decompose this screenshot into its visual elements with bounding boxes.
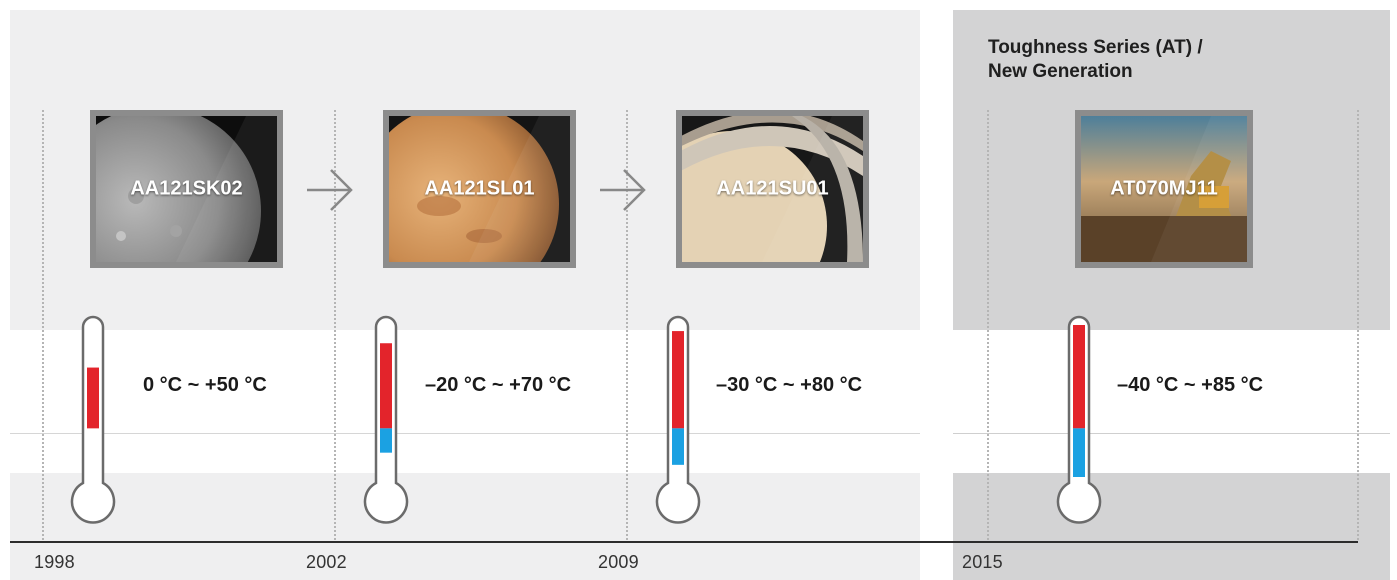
arrow-right-icon (307, 169, 353, 211)
mars-planet-image (389, 116, 570, 262)
temperature-band (10, 330, 1390, 473)
thermometer-cold-fill (380, 428, 392, 453)
temperature-range-label: –30 °C ~ +80 °C (716, 374, 863, 396)
thermometer-icon (655, 315, 701, 524)
year-guide-line (334, 110, 336, 540)
year-label: 2015 (962, 552, 1003, 572)
thermometer-hot-fill (1073, 325, 1085, 429)
legacy-series-panel (10, 10, 920, 580)
excavator-image (1081, 116, 1247, 262)
year-label: 2009 (598, 552, 639, 572)
mercury-planet-image (96, 116, 277, 262)
year-guide-line (1357, 110, 1359, 540)
year-label: 2002 (306, 552, 347, 572)
year-label: 1998 (34, 552, 75, 572)
year-guide-line (987, 110, 989, 540)
arrow-right-icon (600, 169, 646, 211)
series-title: Toughness Series (AT) / New Generation (988, 36, 1318, 84)
thermometer-icon (363, 315, 409, 524)
temperature-range-label: –40 °C ~ +85 °C (1117, 374, 1264, 396)
thermometer-icon (70, 315, 116, 524)
product-photo-saturn: AA121SU01 (676, 110, 869, 268)
product-code: AA121SU01 (716, 177, 829, 200)
thermometer-hot-fill (87, 367, 99, 429)
temperature-range-label: 0 °C ~ +50 °C (143, 374, 267, 396)
product-code: AT070MJ11 (1110, 177, 1218, 200)
year-guide-line (42, 110, 44, 540)
thermometer-cold-fill (672, 428, 684, 465)
year-guide-line (626, 110, 628, 540)
thermometer-hot-fill (380, 343, 392, 429)
product-photo-excavator: AT070MJ11 (1075, 110, 1253, 268)
toughness-series-panel (953, 10, 1390, 580)
band-divider (953, 433, 1390, 434)
temperature-range-label: –20 °C ~ +70 °C (425, 374, 572, 396)
band-divider (10, 433, 920, 434)
thermometer-icon (1056, 315, 1102, 524)
series-title-line: New Generation (988, 61, 1133, 82)
series-title-line: Toughness Series (AT) / (988, 37, 1203, 58)
saturn-planet-image (682, 116, 863, 262)
thermometer-cold-fill (1073, 428, 1085, 477)
product-code: AA121SL01 (424, 177, 535, 200)
thermometer-hot-fill (672, 331, 684, 429)
product-photo-mercury: AA121SK02 (90, 110, 283, 268)
timeline-axis (10, 541, 1358, 543)
product-code: AA121SK02 (130, 177, 243, 200)
product-photo-mars: AA121SL01 (383, 110, 576, 268)
